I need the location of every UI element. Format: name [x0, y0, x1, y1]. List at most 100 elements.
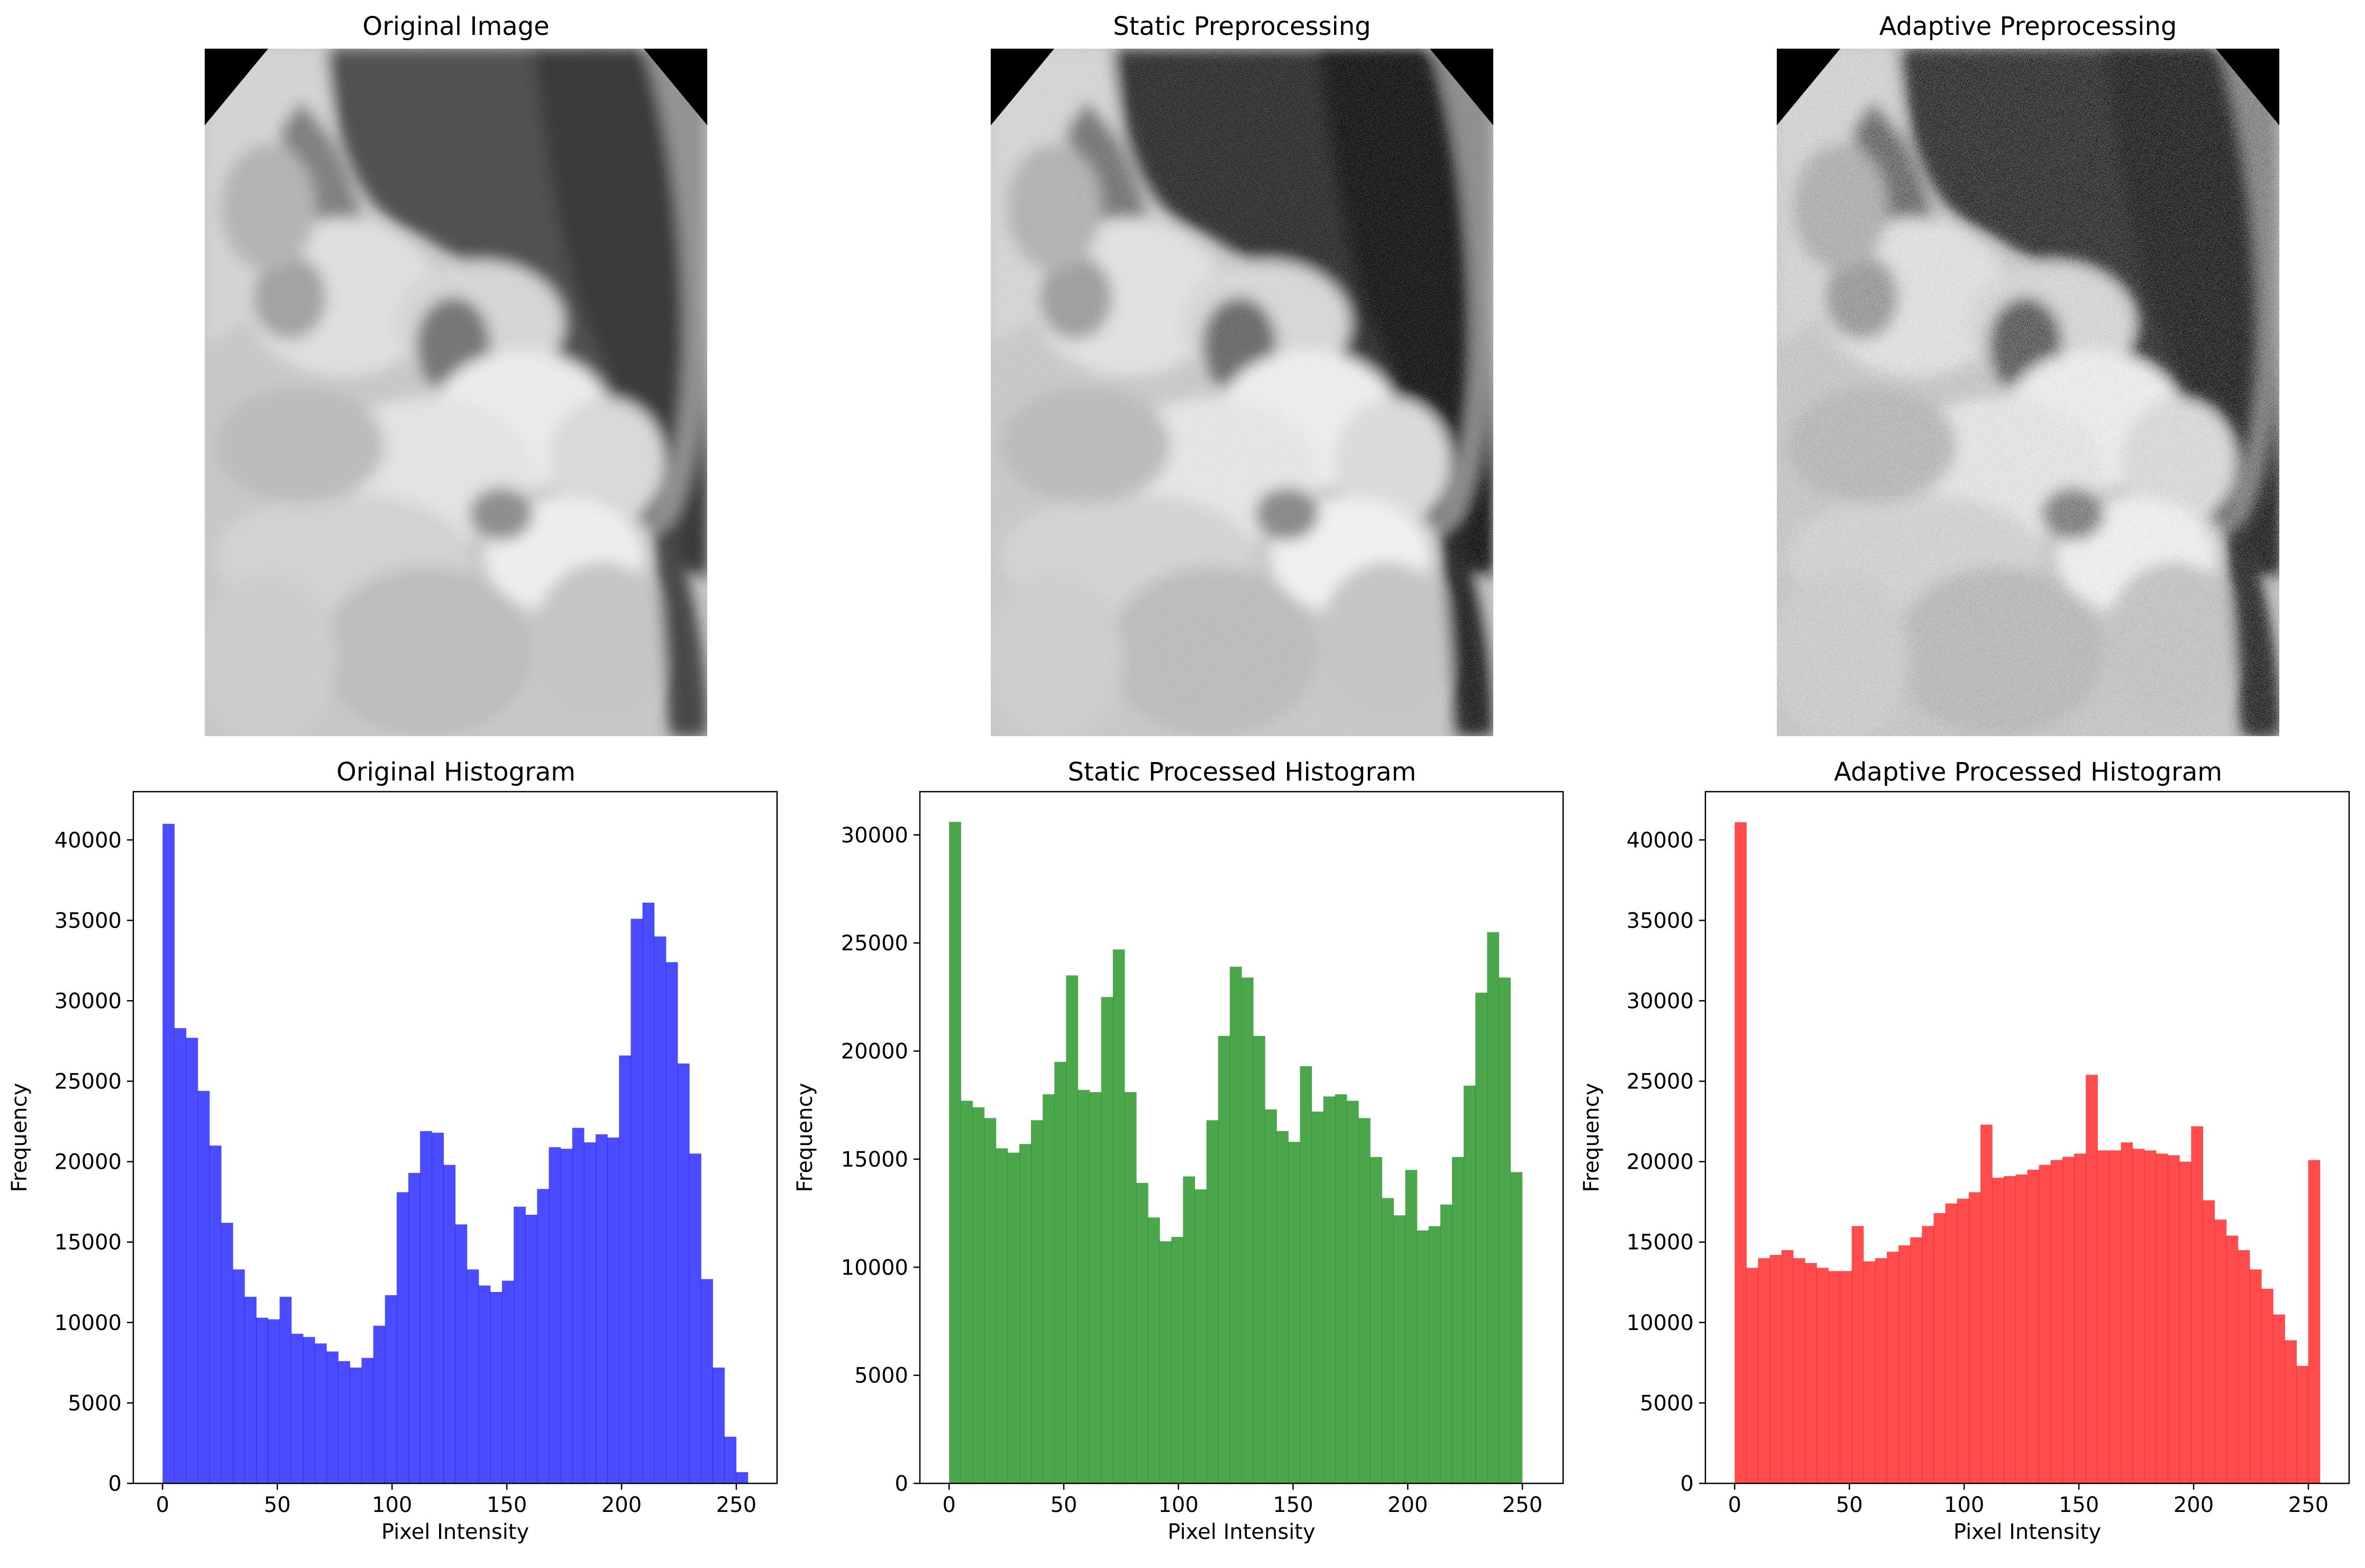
histogram-bar [2308, 1160, 2321, 1483]
histogram-bar [396, 1192, 409, 1483]
chart-title: Adaptive Processed Histogram [1834, 757, 2222, 787]
histogram-bar [1475, 993, 1487, 1483]
histogram-bar [1183, 1176, 1195, 1483]
x-tick-label: 150 [1273, 1493, 1313, 1517]
corner-mask [205, 49, 268, 125]
histogram-bar [209, 1145, 222, 1483]
y-tick-label: 20000 [841, 1040, 908, 1064]
histogram-bar [677, 1063, 690, 1483]
histogram-bar [2109, 1150, 2122, 1483]
axes-frame [132, 791, 778, 1484]
histogram-bar [1428, 1226, 1441, 1483]
histogram-bar [1417, 1230, 1429, 1483]
histogram-bar [2285, 1340, 2297, 1483]
histogram-bar [1957, 1198, 1969, 1483]
histogram-bar [1451, 1157, 1464, 1483]
histogram-bar [2097, 1150, 2110, 1483]
histogram-bar [1440, 1204, 1453, 1483]
histogram-bar [1311, 1111, 1324, 1483]
histogram-bar [984, 1118, 997, 1483]
histogram-bar [1335, 1094, 1347, 1483]
histogram-bar [350, 1367, 362, 1483]
histogram-bar [1393, 1215, 1406, 1483]
histogram-bar [408, 1172, 421, 1483]
histogram-bar [1066, 975, 1079, 1483]
y-tick-label: 30000 [1627, 989, 1694, 1013]
histogram-bar [186, 1038, 198, 1483]
histogram-bar [2179, 1161, 2191, 1483]
histogram-chart: Adaptive Processed Histogram 0 50 100 150 200… [1579, 757, 2350, 1544]
histogram-bar [525, 1215, 537, 1483]
x-axis-label: Pixel Intensity [1167, 1520, 1315, 1544]
image-panels: Original Image Static Preprocessing Adapti… [205, 12, 2279, 741]
histogram-bar [1276, 1131, 1289, 1483]
histogram-bars [949, 822, 1523, 1483]
x-tick-label: 100 [1944, 1493, 1984, 1517]
y-tick-label: 10000 [841, 1255, 908, 1280]
x-tick-label: 100 [372, 1493, 412, 1517]
histogram-bar [1851, 1226, 1864, 1483]
histogram-bar [2121, 1142, 2133, 1483]
histogram-bar [2238, 1250, 2250, 1483]
histogram-bar [1898, 1245, 1911, 1483]
x-tick-label: 150 [487, 1493, 527, 1517]
histogram-bar [1288, 1142, 1301, 1483]
y-tick-label: 15000 [841, 1148, 908, 1172]
histogram-bar [1218, 1035, 1230, 1483]
y-tick-label: 30000 [54, 989, 122, 1013]
axes-frame [919, 791, 1564, 1484]
histogram-bar [949, 822, 961, 1483]
y-tick-label: 15000 [1627, 1231, 1694, 1255]
histogram-bar [665, 962, 678, 1483]
histogram-bar [432, 1132, 444, 1483]
chart-title: Original Histogram [336, 757, 576, 787]
histogram-bar [1346, 1101, 1359, 1483]
histogram-bar [736, 1472, 748, 1483]
histogram-bar [1241, 977, 1254, 1483]
histogram-bar [1510, 1172, 1523, 1483]
y-tick-label: 10000 [54, 1311, 122, 1335]
histogram-bar [2086, 1075, 2098, 1483]
histogram-bar [996, 1148, 1008, 1483]
histogram-bar [607, 1138, 619, 1483]
histogram-bar [1875, 1258, 1887, 1483]
y-axis-label: Frequency [1579, 1083, 1604, 1193]
histogram-bar [1968, 1192, 1981, 1483]
histogram-bar [701, 1279, 713, 1483]
histogram-bar [420, 1131, 432, 1483]
x-tick-label: 0 [156, 1493, 169, 1517]
histogram-bar [1922, 1226, 1934, 1483]
histogram-bar [2074, 1153, 2086, 1483]
histogram-bar [326, 1351, 339, 1483]
histogram-bar [713, 1367, 725, 1483]
y-tick-label: 25000 [841, 931, 908, 956]
corner-mask [1777, 49, 1840, 125]
y-tick-label: 0 [1681, 1472, 1694, 1496]
histogram-bar [537, 1189, 550, 1483]
histogram-bar [2296, 1365, 2309, 1483]
y-tick-label: 0 [108, 1472, 122, 1496]
image-panel: Original Image [205, 12, 707, 741]
y-tick-label: 35000 [54, 909, 122, 933]
histogram-bar [1499, 977, 1511, 1483]
histogram-bar [2226, 1235, 2239, 1483]
histogram-bar [1992, 1178, 2004, 1483]
histogram-bar [1769, 1255, 1782, 1483]
histogram-bar [1746, 1268, 1759, 1483]
x-tick-label: 200 [601, 1493, 642, 1517]
histogram-bar [279, 1297, 292, 1483]
histogram-bar [502, 1280, 514, 1483]
histogram-bar [689, 1153, 701, 1483]
histogram-bar [1933, 1213, 1946, 1483]
histogram-bar [1910, 1237, 1922, 1483]
histogram-bar [1382, 1198, 1394, 1483]
histogram-bar [1054, 1061, 1066, 1483]
histogram-bar [162, 823, 175, 1483]
histogram-bar [1793, 1258, 1805, 1483]
histogram-bar [2273, 1314, 2285, 1483]
image-panel-title: Static Preprocessing [1113, 12, 1371, 41]
x-tick-label: 200 [1387, 1493, 1428, 1517]
histogram-bar [2249, 1269, 2262, 1483]
corner-mask [991, 49, 1054, 125]
x-tick-label: 200 [2174, 1493, 2214, 1517]
